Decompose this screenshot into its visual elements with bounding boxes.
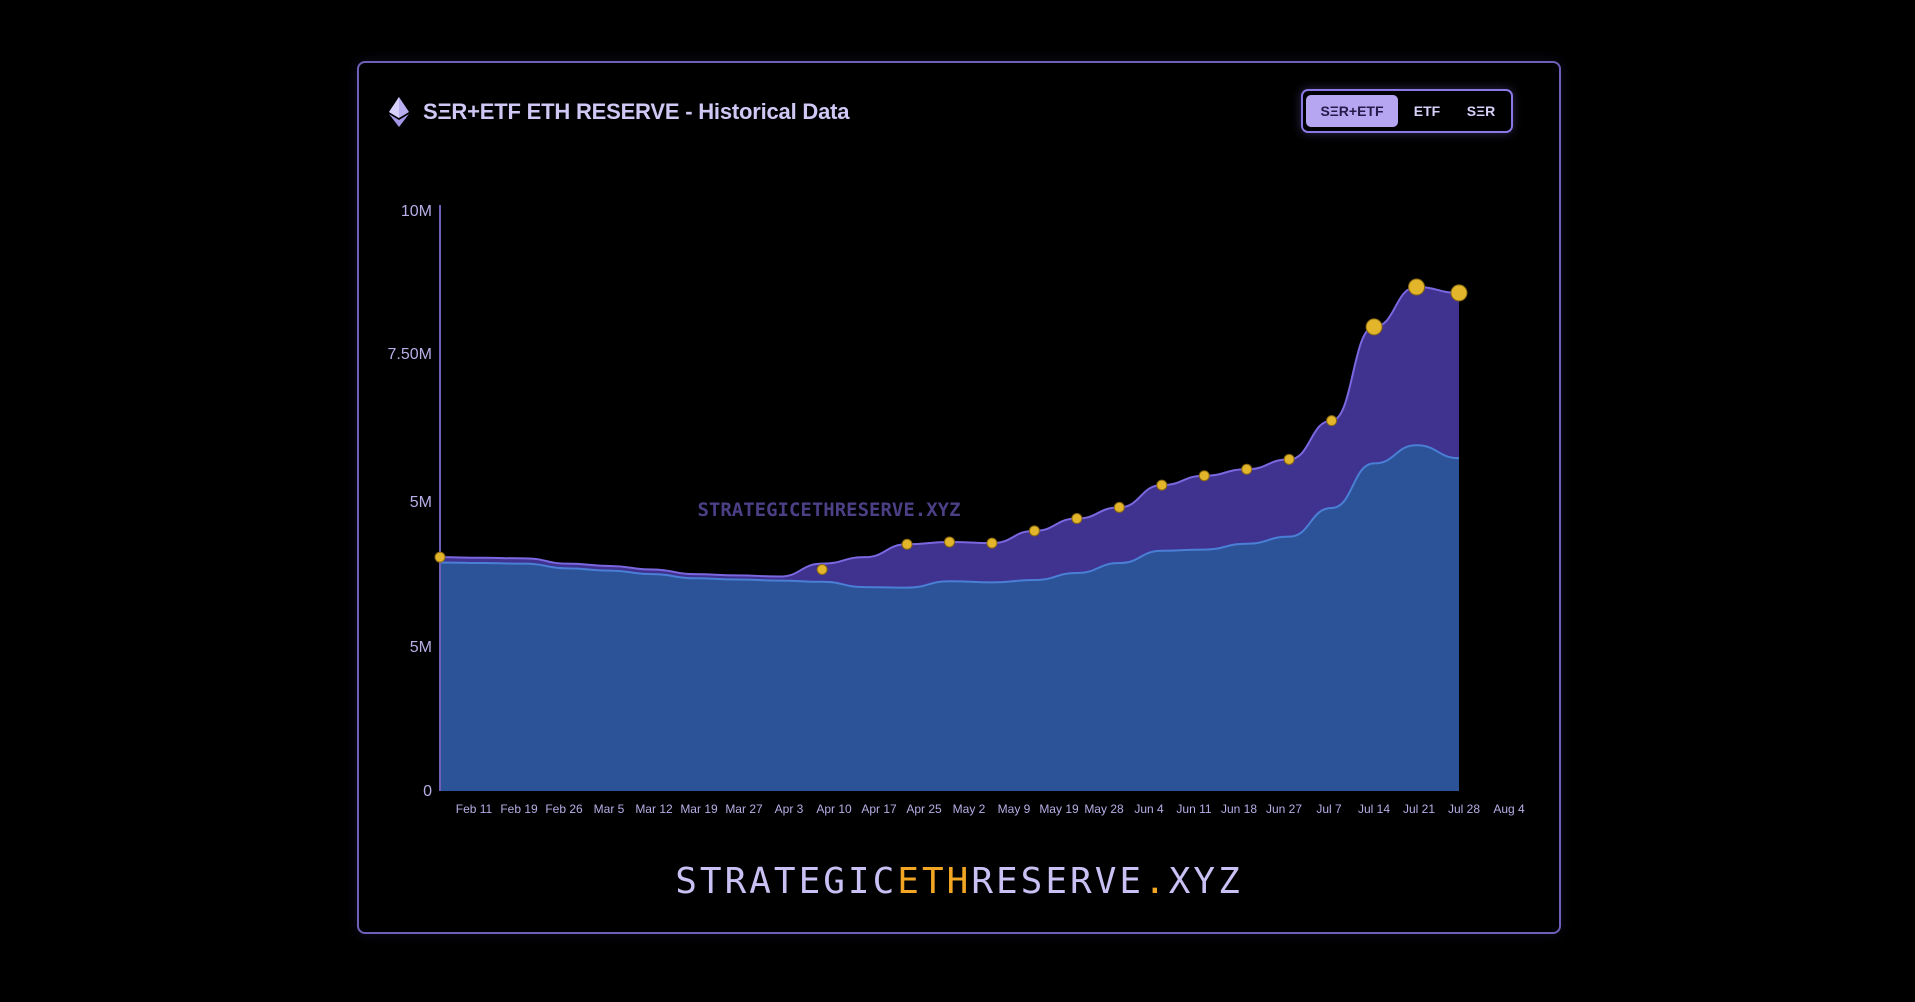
purchase-marker[interactable]: [1198, 470, 1210, 482]
x-tick-label: May 2: [953, 802, 986, 816]
chart-areas: [439, 286, 1460, 791]
y-tick-label: 5M: [410, 494, 432, 511]
x-tick-label: Apr 25: [906, 802, 942, 816]
brand-part-eth: ETH: [897, 861, 972, 902]
y-tick-label: 7.50M: [388, 346, 432, 363]
purchase-marker[interactable]: [1113, 501, 1125, 513]
etf-area: [440, 445, 1459, 791]
x-tick-label: Aug 4: [1493, 802, 1525, 816]
purchase-marker[interactable]: [1028, 525, 1040, 537]
purchase-marker[interactable]: [1408, 278, 1426, 296]
chart-title: SΞR+ETF ETH RESERVE - Historical Data: [423, 99, 850, 124]
y-axis-ticks: 0 5M 5M 7.50M 10M: [388, 203, 433, 800]
purchase-marker[interactable]: [1156, 479, 1168, 491]
x-tick-label: Feb 11: [456, 802, 493, 816]
x-tick-label: Jun 4: [1134, 802, 1164, 816]
x-tick-label: Jul 14: [1358, 802, 1390, 816]
toggle-ser-etf-button[interactable]: SΞR+ETF: [1306, 95, 1398, 127]
brand-part-xyz-dot: .: [1144, 861, 1169, 902]
y-tick-label: 5M: [410, 639, 432, 656]
x-tick-label: Mar 12: [635, 802, 673, 816]
x-tick-label: Apr 17: [861, 802, 897, 816]
toggle-ser-button[interactable]: SΞR: [1466, 103, 1496, 119]
x-tick-label: Jun 11: [1176, 802, 1211, 816]
x-tick-label: May 19: [1039, 802, 1079, 816]
x-axis-ticks: Feb 11 Feb 19 Feb 26 Mar 5 Mar 12 Mar 19 Mar 2…: [456, 802, 1525, 816]
purchase-marker[interactable]: [1450, 284, 1468, 302]
x-tick-label: Mar 19: [680, 802, 718, 816]
x-tick-label: Jul 7: [1316, 802, 1342, 816]
chart-header: SΞR+ETF ETH RESERVE - Historical Data: [389, 97, 849, 127]
purchase-marker[interactable]: [1071, 513, 1083, 525]
etf-line: [439, 444, 1460, 589]
x-tick-label: Jun 27: [1266, 802, 1302, 816]
purchase-marker[interactable]: [986, 537, 998, 549]
chart-card: SΞR+ETF ETH RESERVE - Historical Data SΞ…: [357, 61, 1561, 934]
reserve-area-chart: 0 5M 5M 7.50M 10M Feb 11 Feb 19 Feb 26 Mar 5 Mar…: [388, 203, 1525, 816]
x-tick-label: Mar 27: [725, 802, 763, 816]
purchase-marker[interactable]: [1241, 463, 1253, 475]
purchase-marker[interactable]: [816, 563, 828, 575]
x-tick-label: Jul 21: [1403, 802, 1435, 816]
brand-part-xyz: XYZ: [1168, 861, 1243, 902]
x-tick-label: Jun 18: [1221, 802, 1257, 816]
purchase-marker[interactable]: [1283, 453, 1295, 465]
purchase-markers: [434, 278, 1468, 575]
purchase-marker[interactable]: [944, 536, 955, 548]
x-tick-label: Feb 26: [545, 802, 583, 816]
purchase-marker[interactable]: [901, 538, 913, 550]
purchase-marker[interactable]: [1326, 415, 1338, 427]
x-tick-label: Mar 5: [594, 802, 625, 816]
purchase-marker[interactable]: [434, 551, 446, 563]
x-tick-label: Jul 28: [1448, 802, 1480, 816]
brand-part-strategic: STRATEGIC: [675, 861, 898, 902]
brand-logo[interactable]: STRATEGICETHRESERVE.XYZ: [359, 861, 1559, 902]
x-tick-label: Feb 19: [500, 802, 538, 816]
purchase-marker[interactable]: [1365, 318, 1383, 336]
chart-watermark: STRATEGICETHRESERVE.XYZ: [697, 499, 960, 521]
y-tick-label: 10M: [401, 203, 432, 220]
brand-part-reserve: RESERVE: [971, 861, 1145, 902]
dataset-toggle: SΞR+ETF ETF SΞR: [1301, 89, 1513, 133]
x-tick-label: May 28: [1084, 802, 1124, 816]
ser-etf-total-line: [439, 286, 1460, 578]
x-tick-label: May 9: [998, 802, 1031, 816]
ethereum-icon: [389, 97, 409, 127]
toggle-etf-button[interactable]: ETF: [1413, 103, 1441, 119]
y-tick-label: 0: [423, 783, 432, 800]
x-tick-label: Apr 10: [816, 802, 852, 816]
x-tick-label: Apr 3: [775, 802, 804, 816]
